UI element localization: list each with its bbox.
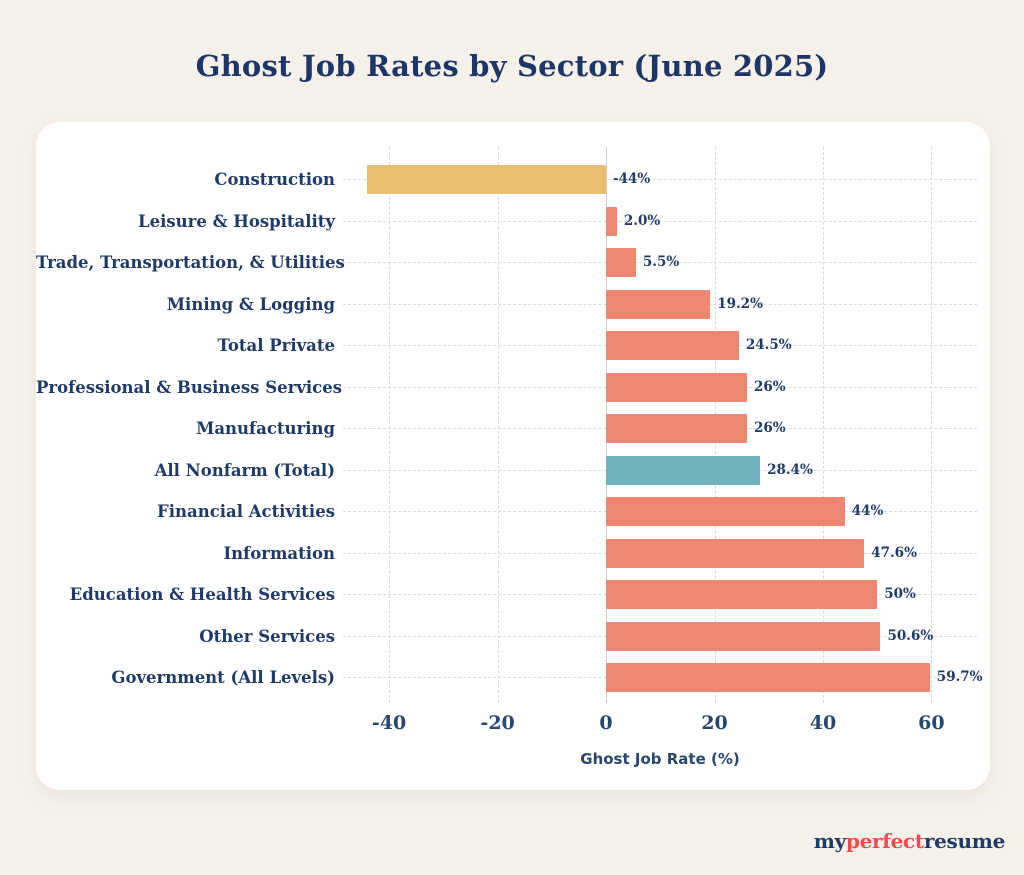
value-label: 26%: [754, 378, 786, 395]
bar: [606, 621, 881, 651]
chart-row: Leisure & Hospitality 2.0%: [36, 201, 990, 243]
category-label: Education & Health Services: [69, 585, 335, 604]
logo-perfect: perfect: [845, 829, 924, 853]
category-label: Total Private: [217, 336, 335, 355]
chart-row: Government (All Levels) 59.7%: [36, 657, 990, 699]
x-tick-label: 60: [918, 712, 945, 734]
value-label: -44%: [613, 171, 651, 187]
bar: [606, 372, 747, 402]
bar: [606, 455, 760, 485]
category-label: Government (All Levels): [111, 668, 335, 687]
row-gridline: [343, 220, 977, 222]
value-label: 47.6%: [871, 544, 917, 561]
bar: [606, 538, 865, 568]
bar: [606, 331, 739, 361]
chart-row: Other Services 50.6%: [36, 616, 990, 658]
row-gridline: [343, 262, 977, 263]
chart-row: Mining & Logging 19.2%: [36, 284, 990, 326]
chart-row: Professional & Business Services 26%: [36, 367, 990, 409]
row-gridline: [343, 179, 977, 180]
value-label: 2.0%: [623, 212, 661, 229]
x-axis-title: Ghost Job Rate (%): [580, 750, 740, 768]
category-label: Professional & Business Services: [36, 377, 343, 397]
bar: [606, 663, 930, 693]
bar: [606, 248, 636, 278]
value-label: 59.7%: [936, 669, 983, 685]
brand-logo: myperfectresume: [813, 829, 1006, 853]
chart-row: Trade, Transportation, & Utilities 5.5%: [36, 242, 990, 284]
vertical-gridline: [497, 147, 499, 703]
bar: [606, 414, 747, 444]
chart-row: Education & Health Services 50%: [36, 574, 990, 616]
chart-row: Information 47.6%: [36, 533, 990, 575]
chart-panel: Construction -44% Leisure & Hospitality 2.0…: [36, 122, 990, 790]
chart-row: Manufacturing 26%: [36, 408, 990, 450]
category-label: Leisure & Hospitality: [138, 211, 335, 231]
value-label: 24.5%: [745, 337, 792, 353]
category-label: Information: [223, 543, 335, 563]
bar: [606, 289, 711, 319]
page-title: Ghost Job Rates by Sector (June 2025): [195, 49, 829, 83]
bar: [606, 206, 617, 236]
x-axis-ticks: -40 -20 0 20 40 60: [343, 710, 977, 736]
category-label: Trade, Transportation, & Utilities: [36, 253, 345, 272]
vertical-gridline: [823, 147, 824, 703]
chart-row: All Nonfarm (Total) 28.4%: [36, 450, 990, 492]
vertical-gridline: [389, 147, 391, 703]
x-tick-label: 0: [599, 712, 613, 734]
chart-row: Total Private 24.5%: [36, 325, 990, 367]
value-label: 19.2%: [717, 295, 763, 312]
category-label: Construction: [214, 170, 335, 189]
value-label: 28.4%: [767, 461, 813, 478]
bar: [606, 580, 878, 610]
category-label: Manufacturing: [196, 419, 335, 438]
category-label: Financial Activities: [157, 502, 335, 521]
chart-row: Construction -44%: [36, 159, 990, 201]
chart-row: Financial Activities 44%: [36, 491, 990, 533]
x-tick-label: -20: [480, 712, 515, 734]
value-label: 50%: [884, 586, 916, 602]
vertical-gridline: [931, 147, 933, 703]
logo-resume: resume: [923, 829, 1005, 853]
category-label: All Nonfarm (Total): [154, 460, 335, 480]
x-tick-label: 20: [701, 712, 728, 734]
category-label: Mining & Logging: [166, 294, 335, 314]
value-label: 26%: [754, 420, 786, 436]
bar: [367, 165, 606, 195]
value-label: 50.6%: [887, 627, 934, 644]
logo-my: my: [813, 829, 846, 853]
x-tick-label: -40: [371, 712, 407, 734]
value-label: 44%: [851, 503, 884, 519]
bars-layer: Construction -44% Leisure & Hospitality 2.0…: [36, 159, 990, 699]
x-tick-label: 40: [809, 712, 837, 734]
bar: [606, 497, 845, 527]
category-label: Other Services: [199, 626, 335, 646]
value-label: 5.5%: [642, 254, 680, 270]
